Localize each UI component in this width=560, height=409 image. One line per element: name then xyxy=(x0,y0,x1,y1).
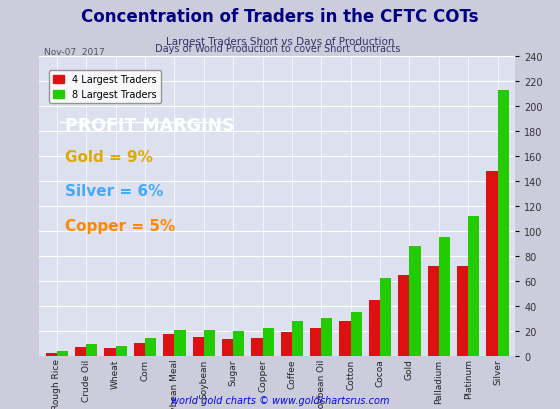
Bar xyxy=(115,346,127,356)
Text: Nov-07  2017: Nov-07 2017 xyxy=(44,48,105,57)
Bar xyxy=(145,338,156,356)
Text: PROFIT MARGINS: PROFIT MARGINS xyxy=(65,117,235,135)
Bar xyxy=(204,330,215,356)
Bar xyxy=(398,275,409,356)
Text: Silver = 6%: Silver = 6% xyxy=(65,184,164,199)
Bar xyxy=(439,238,450,356)
Bar xyxy=(380,279,391,356)
Bar xyxy=(321,319,333,356)
Text: Concentration of Traders in the CFTC COTs: Concentration of Traders in the CFTC COT… xyxy=(81,8,479,26)
Bar xyxy=(104,348,115,356)
Bar xyxy=(163,335,174,356)
Bar xyxy=(46,353,57,356)
Bar xyxy=(457,266,468,356)
Text: world gold charts © www.goldchartsrus.com: world gold charts © www.goldchartsrus.co… xyxy=(171,395,389,405)
Bar xyxy=(233,331,244,356)
Bar xyxy=(281,332,292,356)
Bar xyxy=(251,338,263,356)
Bar xyxy=(193,337,204,356)
Bar xyxy=(369,300,380,356)
Bar xyxy=(487,172,498,356)
Bar xyxy=(428,266,439,356)
Bar xyxy=(468,216,479,356)
Bar xyxy=(351,312,362,356)
Bar xyxy=(263,328,274,356)
Legend: 4 Largest Traders, 8 Largest Traders: 4 Largest Traders, 8 Largest Traders xyxy=(49,71,161,103)
Bar xyxy=(339,321,351,356)
Bar xyxy=(174,330,185,356)
Bar xyxy=(409,246,421,356)
Bar xyxy=(134,344,145,356)
Bar xyxy=(222,339,233,356)
Bar xyxy=(498,91,508,356)
Bar xyxy=(75,347,86,356)
Bar xyxy=(292,321,303,356)
Text: Days of World Production to cover Short Contracts: Days of World Production to cover Short … xyxy=(155,44,400,54)
Bar xyxy=(86,345,97,356)
Text: Largest Traders Short vs Days of Production: Largest Traders Short vs Days of Product… xyxy=(166,37,394,47)
Bar xyxy=(57,351,68,356)
Text: Gold = 9%: Gold = 9% xyxy=(65,150,153,165)
Bar xyxy=(310,328,321,356)
Text: Copper = 5%: Copper = 5% xyxy=(65,218,175,233)
